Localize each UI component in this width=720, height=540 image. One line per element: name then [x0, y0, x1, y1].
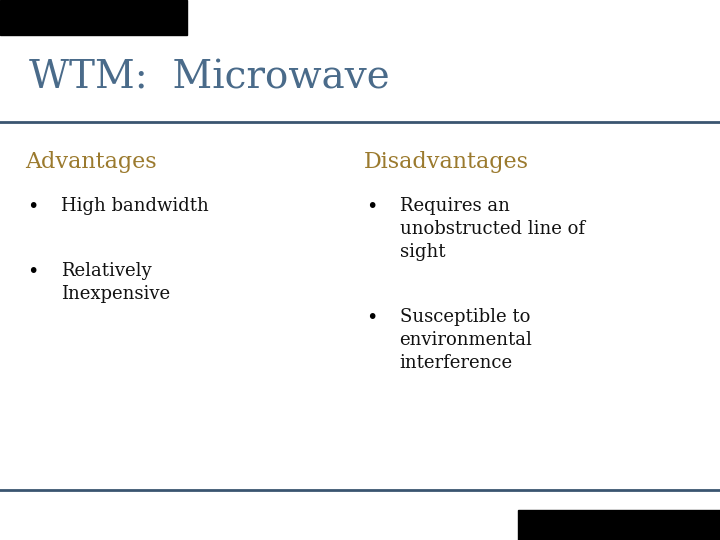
Text: •: •	[366, 308, 377, 327]
Text: •: •	[27, 197, 39, 216]
Text: Requires an
unobstructed line of
sight: Requires an unobstructed line of sight	[400, 197, 585, 261]
Text: High bandwidth: High bandwidth	[61, 197, 209, 215]
Text: Disadvantages: Disadvantages	[364, 151, 528, 173]
Text: Susceptible to
environmental
interference: Susceptible to environmental interferenc…	[400, 308, 533, 372]
Bar	[0, 0, 187, 35]
Text: Advantages: Advantages	[25, 151, 157, 173]
Text: •: •	[366, 197, 377, 216]
Text: •: •	[27, 262, 39, 281]
Text: Relatively
Inexpensive: Relatively Inexpensive	[61, 262, 171, 303]
Bar	[518, 510, 720, 540]
Text: WTM:  Microwave: WTM: Microwave	[29, 60, 390, 97]
